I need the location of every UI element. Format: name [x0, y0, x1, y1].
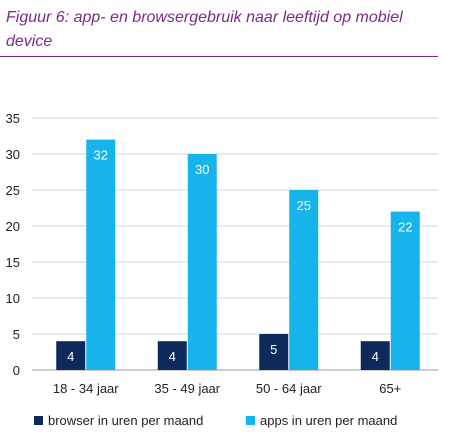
y-tick-label: 0 [13, 363, 20, 378]
figure-title: Figuur 6: app- en browsergebruik naar le… [6, 9, 403, 50]
title-divider [0, 56, 438, 57]
legend-swatch [246, 416, 255, 425]
data-label: 4 [67, 349, 74, 364]
data-labels: 4 32 4 30 5 25 4 22 [67, 148, 412, 365]
x-axis-ticks: 18 - 34 jaar 35 - 49 jaar 50 - 64 jaar 65+ [53, 381, 401, 396]
x-tick-label: 65+ [379, 381, 401, 396]
y-tick-label: 35 [6, 111, 20, 126]
data-label: 30 [195, 162, 209, 177]
bar-browser [259, 334, 289, 370]
y-axis-ticks: 0 5 10 15 20 25 30 35 [6, 111, 20, 378]
legend-label: browser in uren per maand [48, 413, 203, 428]
bar-apps [390, 211, 420, 370]
data-label: 4 [169, 349, 176, 364]
bar-browser [360, 341, 390, 370]
bar-browser [56, 341, 86, 370]
x-tick-label: 50 - 64 jaar [256, 381, 322, 396]
data-label: 32 [94, 148, 108, 163]
bar-apps [289, 190, 319, 370]
legend-swatch [34, 416, 43, 425]
y-tick-label: 30 [6, 147, 20, 162]
bars [56, 139, 420, 370]
legend-label: apps in uren per maand [260, 413, 397, 428]
y-tick-label: 10 [6, 291, 20, 306]
x-tick-label: 35 - 49 jaar [154, 381, 220, 396]
data-label: 5 [270, 342, 277, 357]
x-tick-label: 18 - 34 jaar [53, 381, 119, 396]
data-label: 4 [372, 349, 379, 364]
bar-browser [157, 341, 187, 370]
y-tick-label: 5 [13, 327, 20, 342]
legend: browser in uren per maand apps in uren pe… [34, 413, 397, 428]
data-label: 22 [398, 220, 412, 235]
data-label: 25 [297, 198, 311, 213]
bar-apps [187, 154, 217, 370]
bar-apps [86, 139, 116, 370]
y-tick-label: 20 [6, 219, 20, 234]
y-tick-label: 15 [6, 255, 20, 270]
y-tick-label: 25 [6, 183, 20, 198]
